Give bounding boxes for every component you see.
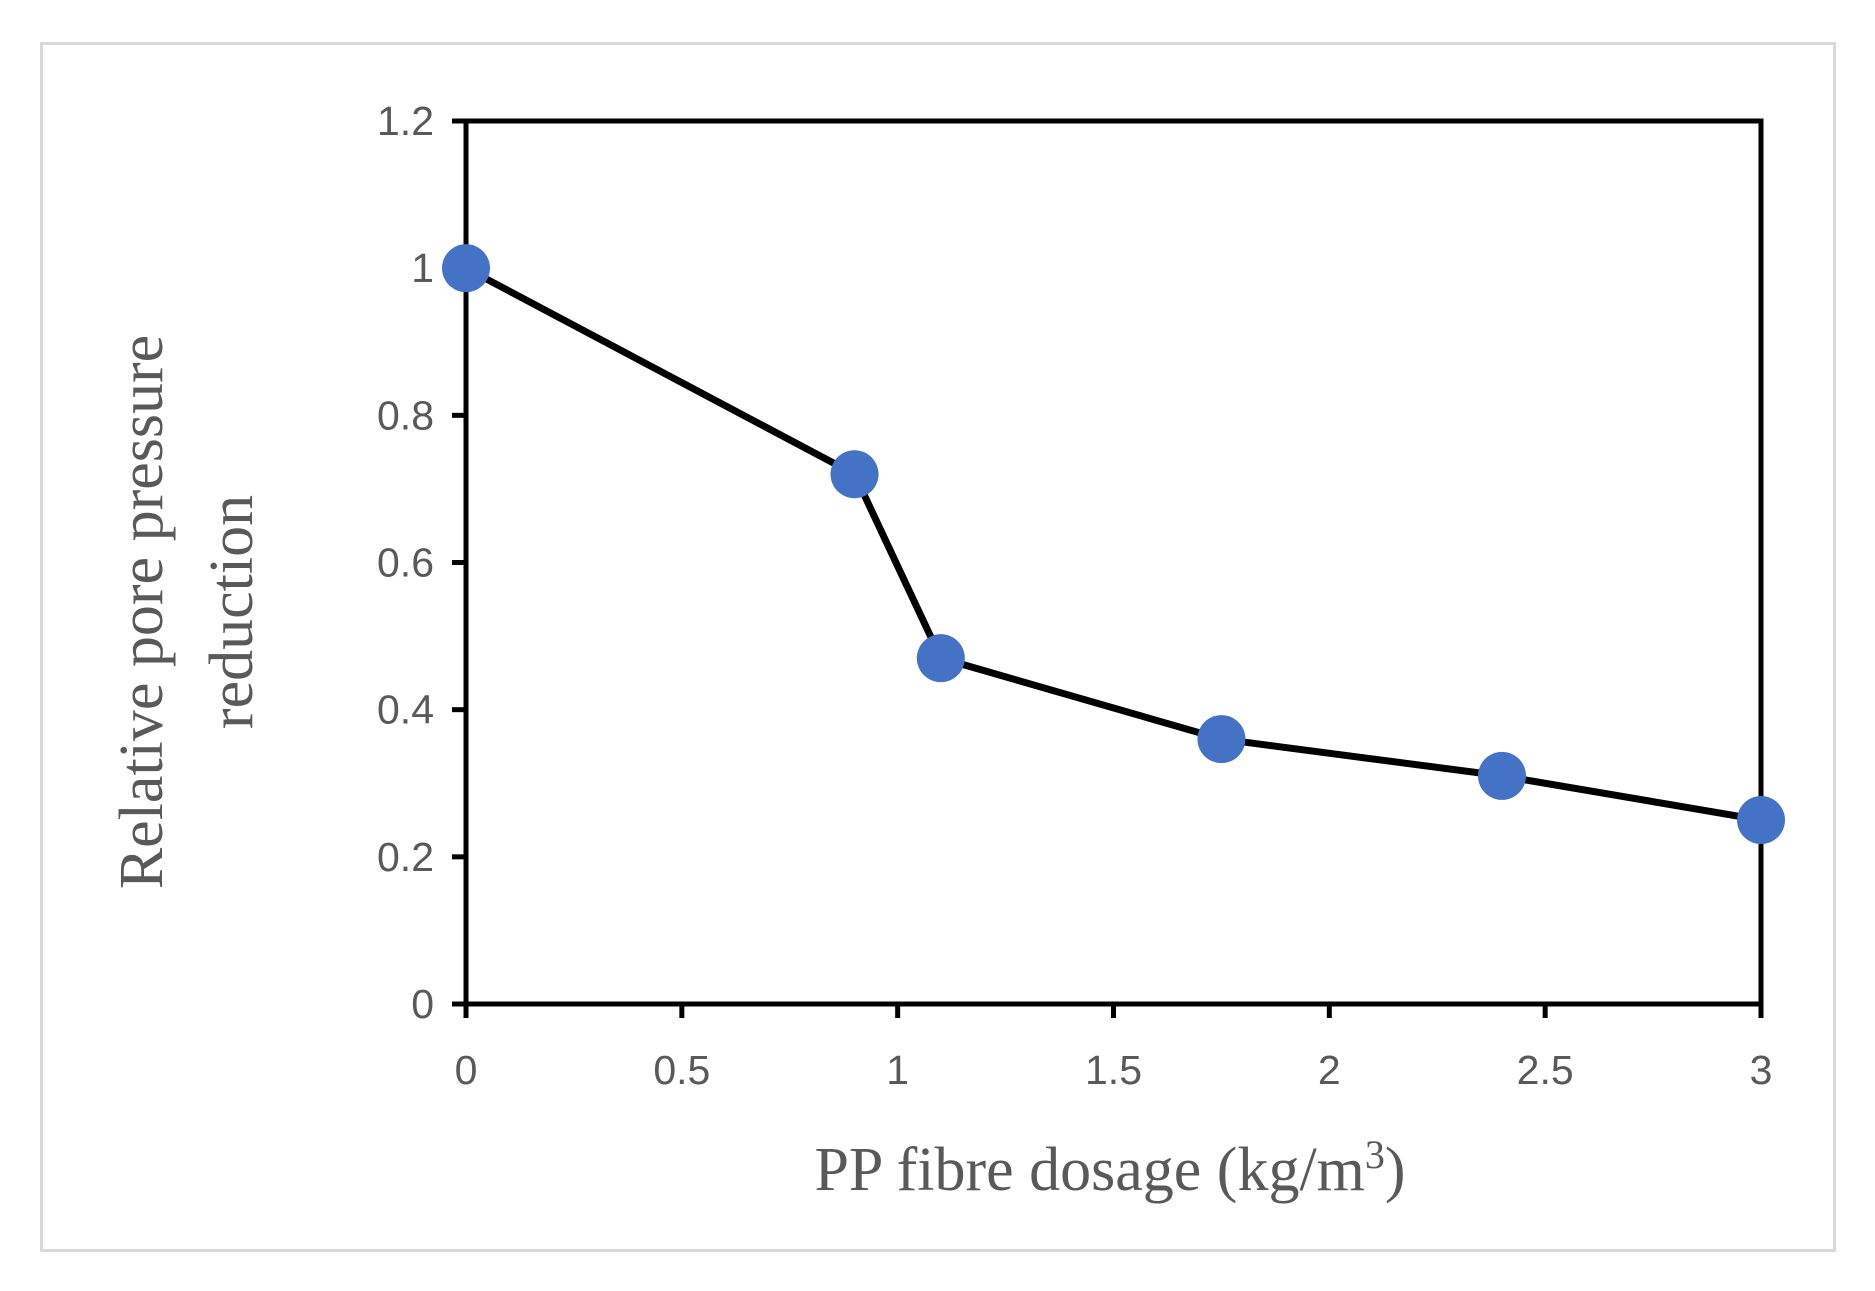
y-axis-title: Relative pore pressure reduction [108, 335, 266, 889]
x-axis-title-main: PP fibre dosage (kg/m [814, 1136, 1364, 1204]
x-tick-label: 2 [1318, 1047, 1341, 1093]
data-point-marker [1197, 715, 1246, 764]
plot-area-border [463, 118, 1764, 1007]
series-layer [442, 244, 1785, 845]
y-axis-title-line-1: Relative pore pressure [108, 335, 176, 889]
y-tick-label: 1 [411, 245, 434, 291]
x-tick-label: 0.5 [653, 1047, 710, 1093]
y-tick-label: 0.4 [377, 687, 434, 733]
y-tick-label: 0.6 [377, 540, 434, 586]
data-point-marker [830, 450, 879, 499]
x-axis-title: PP fibre dosage (kg/m3) [814, 1132, 1405, 1204]
data-point-marker [1478, 751, 1526, 800]
axes: 0 0.2 0.4 0.6 0.8 1 1.2 0 0.5 1 1.5 2 2.5 3 [377, 98, 1772, 1093]
data-point-marker [1737, 796, 1785, 845]
data-point-marker [916, 634, 965, 683]
y-tick-label: 0 [411, 981, 434, 1027]
series-line [464, 265, 1762, 824]
x-tick-label: 3 [1750, 1047, 1773, 1093]
x-tick-label: 1.5 [1085, 1047, 1142, 1093]
x-axis-title-suffix: ) [1385, 1136, 1406, 1204]
x-tick-label: 2.5 [1517, 1047, 1574, 1093]
y-tick-label: 0.8 [377, 392, 434, 438]
x-tick-label: 1 [886, 1047, 909, 1093]
data-point-marker [442, 244, 490, 293]
labels: PP fibre dosage (kg/m3) Relative pore pr… [108, 335, 1406, 1204]
y-tick-label: 1.2 [377, 98, 434, 144]
y-axis-title-line-2: reduction [198, 495, 266, 729]
y-tick-label: 0.2 [377, 834, 434, 880]
x-tick-label: 0 [455, 1047, 478, 1093]
x-axis-title-superscript: 3 [1365, 1132, 1385, 1177]
